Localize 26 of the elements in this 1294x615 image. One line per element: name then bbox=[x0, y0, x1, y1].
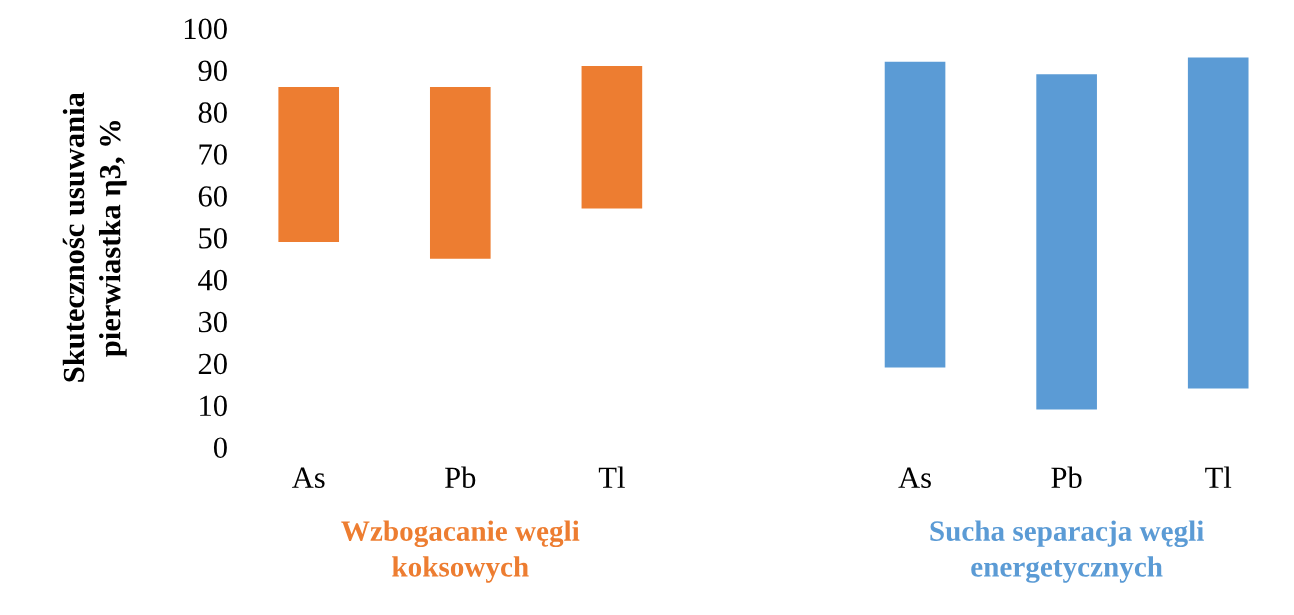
x-tick-label: Pb bbox=[1051, 466, 1082, 489]
bar bbox=[429, 86, 491, 259]
x-tick-label: Pb bbox=[445, 466, 476, 489]
y-tick-label: 20 bbox=[198, 353, 227, 375]
y-tick-label: 40 bbox=[198, 269, 227, 291]
bar bbox=[581, 65, 643, 209]
y-tick-label: 60 bbox=[198, 186, 227, 207]
x-tick-label: As bbox=[898, 467, 931, 489]
bar bbox=[1187, 57, 1249, 389]
y-axis-title: Skutecznośc usuwania pierwiastka η3, % bbox=[62, 92, 127, 382]
x-tick-label: Tl bbox=[1205, 466, 1232, 488]
y-tick-label: 80 bbox=[198, 102, 227, 123]
text: Sucha separacja węgli energetycznych bbox=[930, 520, 1204, 583]
x-tick-label: Tl bbox=[598, 466, 625, 488]
y-tick-label: 10 bbox=[200, 395, 227, 417]
y-tick-label: 70 bbox=[199, 144, 227, 165]
text: Wzbogacanie węgli koksowych bbox=[341, 520, 580, 583]
bar bbox=[278, 86, 340, 242]
x-tick-label: As bbox=[292, 467, 325, 489]
bar bbox=[884, 61, 946, 368]
y-tick-label: 90 bbox=[198, 60, 227, 82]
y-tick-label: 30 bbox=[198, 311, 227, 333]
y-tick-label: 0 bbox=[213, 437, 227, 459]
bar bbox=[1036, 74, 1097, 410]
y-tick-label: 50 bbox=[199, 227, 227, 249]
y-tick-label: 100 bbox=[184, 18, 227, 40]
